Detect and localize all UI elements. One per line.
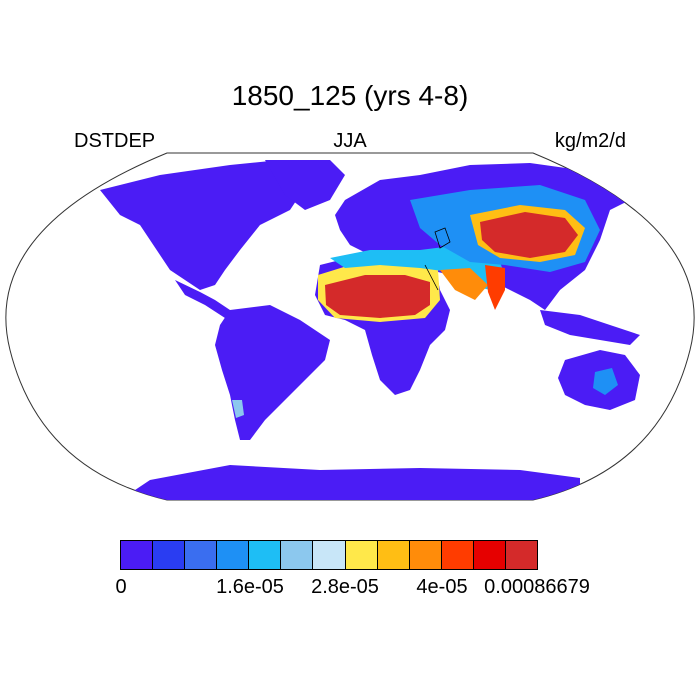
arabia-core	[440, 268, 488, 300]
colorbar-swatch	[441, 541, 474, 569]
colorbar-swatch	[153, 541, 186, 569]
sahara-core	[325, 275, 430, 318]
colorbar-tick-label: 2.8e-05	[311, 576, 379, 598]
patagonia-dust	[232, 400, 244, 418]
australia-dust	[593, 368, 618, 395]
maritime-continent	[540, 310, 640, 345]
central-america	[175, 280, 238, 318]
colorbar-tick-label: 0.00086679	[484, 576, 590, 598]
season-label: JJA	[333, 130, 367, 152]
colorbar-swatch	[185, 541, 218, 569]
south-america	[215, 305, 330, 440]
colorbar-swatch	[313, 541, 346, 569]
caspian-outline	[434, 227, 451, 249]
colorbar-swatch	[281, 541, 314, 569]
colorbar-swatch	[409, 541, 442, 569]
colorbar-tick-label: 0	[115, 576, 127, 598]
colorbar-tick-label: 4e-05	[416, 576, 468, 598]
units-label: kg/m2/d	[554, 130, 626, 152]
taklamakan-gobi-core	[480, 212, 578, 258]
colorbar-swatch	[473, 541, 506, 569]
colorbar	[120, 540, 538, 570]
colorbar-swatch	[217, 541, 250, 569]
north-america	[100, 160, 320, 290]
greenland	[265, 160, 345, 210]
colorbar-swatch	[377, 541, 410, 569]
colorbar-swatch	[345, 541, 378, 569]
red-sea-outline	[424, 264, 439, 291]
colorbar-swatch	[505, 541, 538, 569]
colorbar-ticks: 0 1.6e-05 2.8e-05 4e-05 0.00086679	[0, 576, 700, 600]
variable-label: DSTDEP	[74, 130, 156, 152]
colorbar-swatch	[121, 541, 154, 569]
thar-core	[485, 265, 505, 310]
colorbar-tick-label: 1.6e-05	[216, 576, 284, 598]
antarctica	[120, 465, 580, 500]
colorbar-swatch	[249, 541, 282, 569]
map-title: 1850_125 (yrs 4-8)	[231, 80, 469, 111]
